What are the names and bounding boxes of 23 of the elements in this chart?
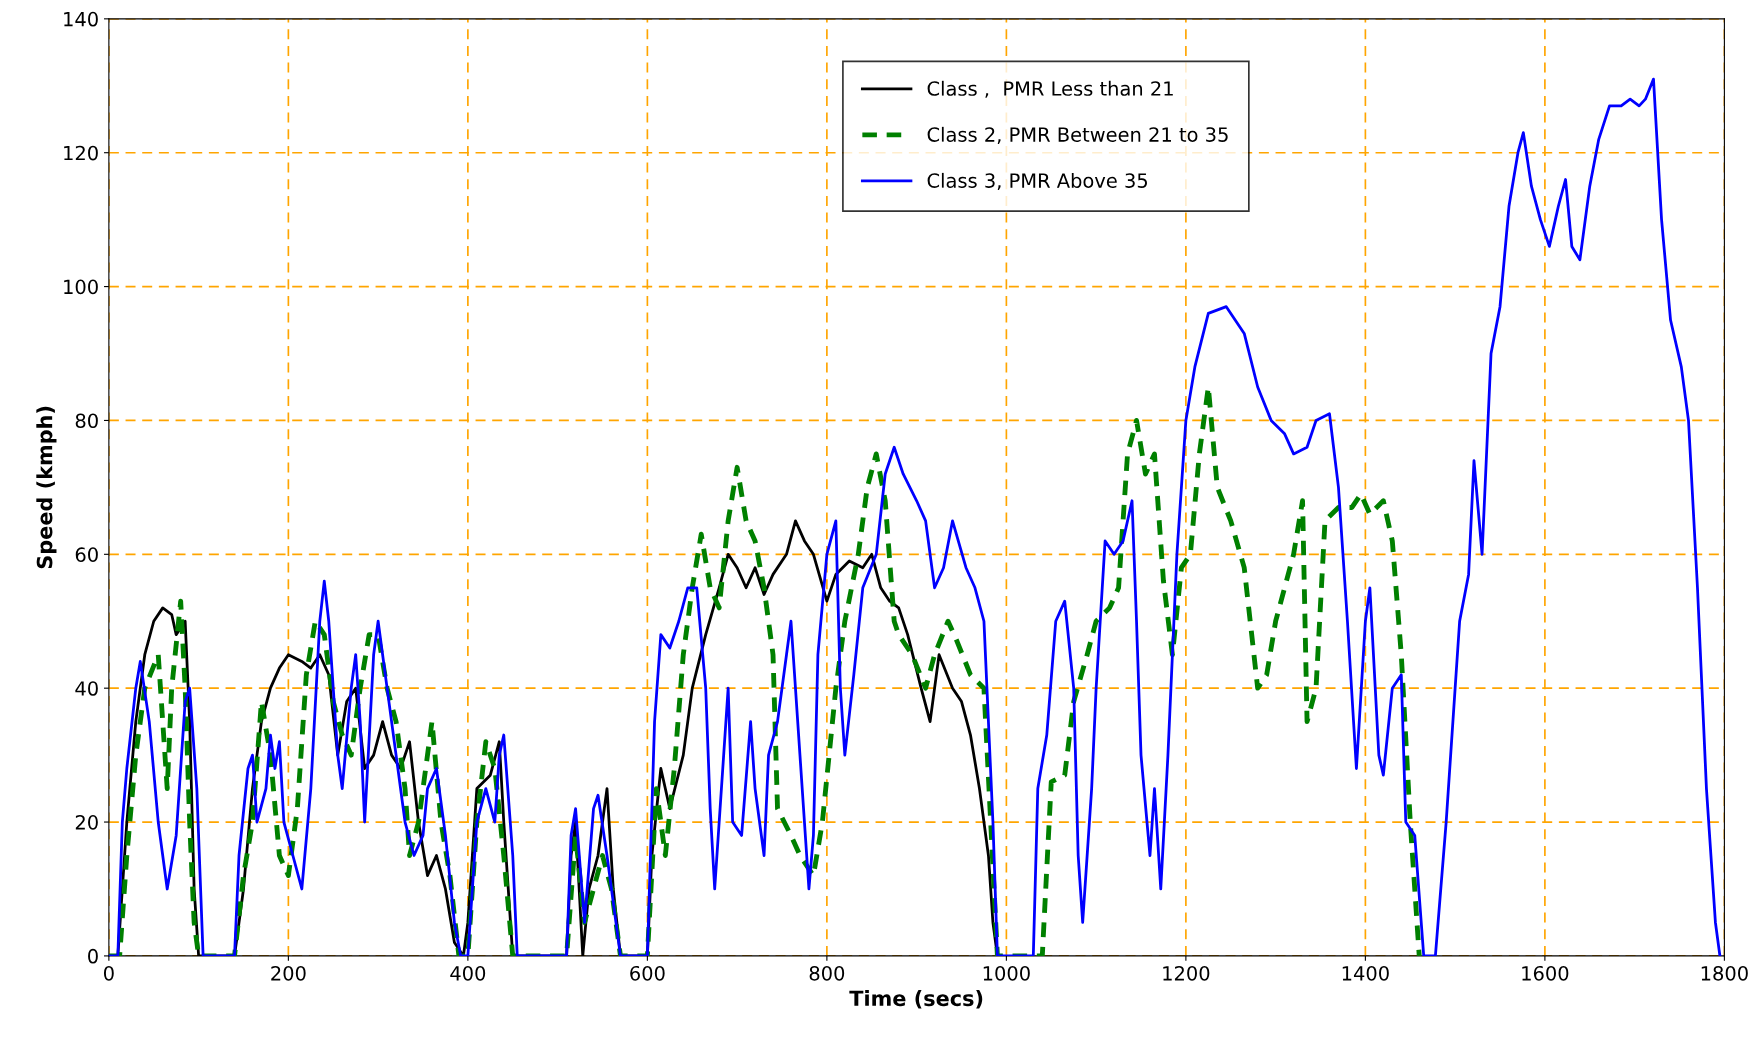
- legend-label: Class 2, PMR Between 21 to 35: [927, 126, 1228, 144]
- x-tick-label: 1600: [1522, 965, 1569, 981]
- legend-label: Class 3, PMR Above 35: [927, 172, 1148, 190]
- x-tick-label: 200: [271, 965, 306, 981]
- x-axis-title: Time (secs): [849, 990, 983, 1009]
- y-tick-label: 80: [75, 413, 98, 429]
- y-tick-label: 20: [75, 815, 98, 830]
- y-axis-title: Speed (kmph): [36, 406, 57, 569]
- y-tick-label: 60: [75, 547, 98, 562]
- y-tick-label: 40: [75, 681, 98, 696]
- legend-label: Class , PMR Less than 21: [927, 80, 1173, 98]
- x-tick-label: 1000: [983, 965, 1030, 981]
- x-tick-label: 1800: [1701, 965, 1748, 981]
- x-tick-label: 400: [450, 965, 486, 981]
- x-tick-label: 0: [103, 965, 114, 981]
- y-tick-label: 140: [64, 11, 98, 27]
- y-tick-label: 100: [64, 279, 98, 295]
- y-tick-label: 0: [88, 948, 98, 964]
- x-tick-label: 1200: [1163, 965, 1210, 981]
- x-tick-label: 1400: [1342, 965, 1389, 981]
- x-tick-label: 600: [630, 965, 665, 981]
- y-tick-label: 120: [64, 145, 98, 161]
- x-tick-label: 800: [809, 965, 845, 981]
